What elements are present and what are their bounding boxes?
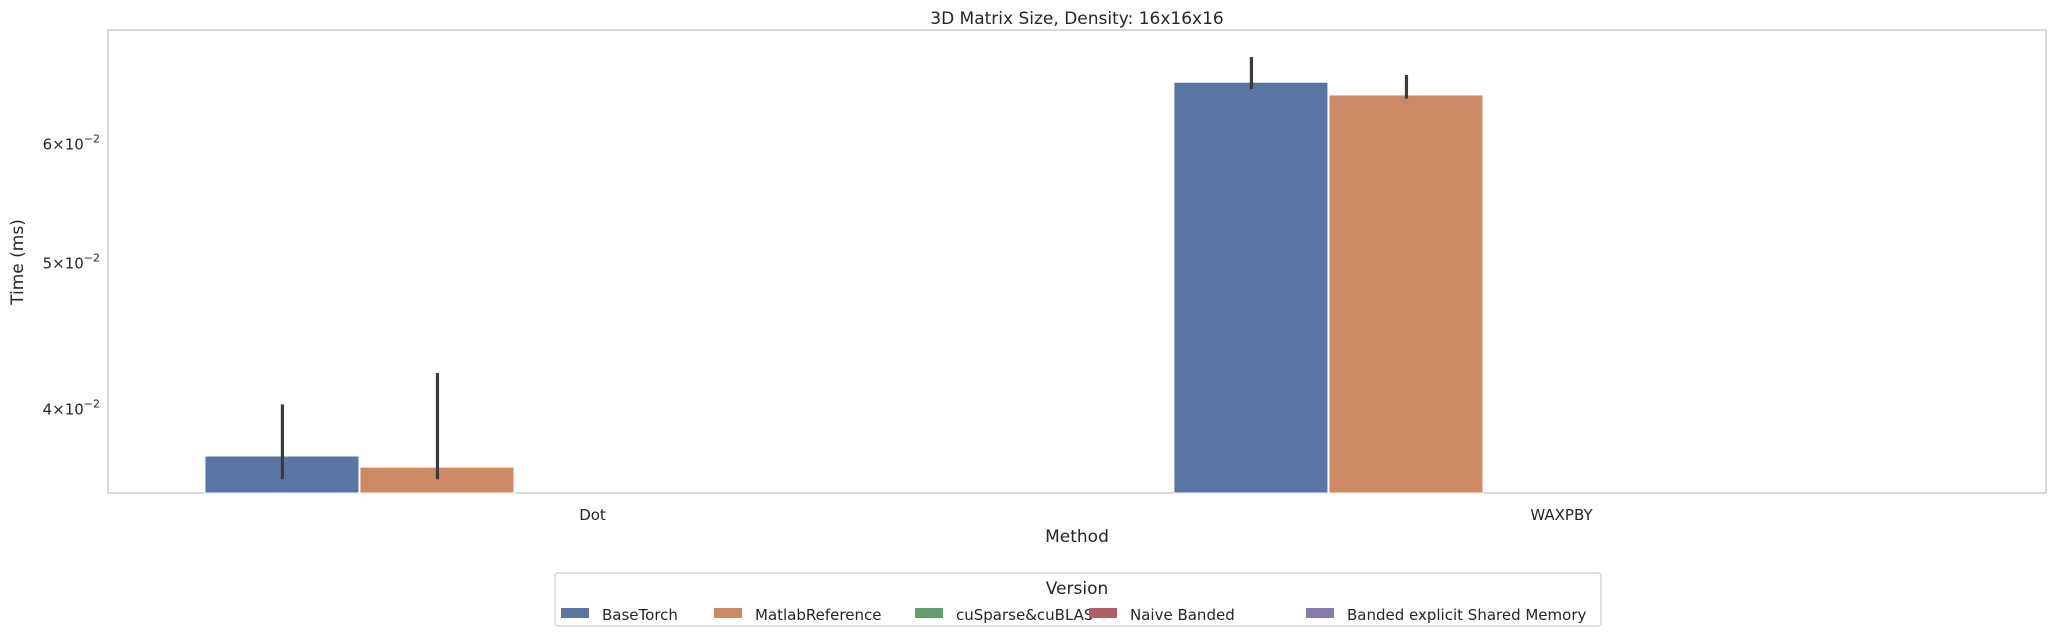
legend-item-matlabreference: MatlabReference <box>714 606 881 624</box>
legend-swatch <box>1089 608 1117 618</box>
y-axis-label: Time (ms) <box>8 219 28 306</box>
legend-swatch <box>915 608 943 618</box>
y-tick-label: 4×10−2 <box>43 397 100 418</box>
error-bars <box>280 57 1409 480</box>
chart-title: 3D Matrix Size, Density: 16x16x16 <box>930 9 1223 29</box>
bars <box>204 81 1484 494</box>
x-tick-label: Dot <box>579 506 606 524</box>
y-axis-ticks: 4×10−2 5×10−2 6×10−2 <box>43 133 100 419</box>
legend-item-banded-explicit-shared-memory: Banded explicit Shared Memory <box>1306 606 1586 624</box>
legend-label: MatlabReference <box>755 606 881 624</box>
bar-matlabreference-waxpby <box>1328 94 1484 494</box>
bar-basetorch-waxpby <box>1173 81 1329 494</box>
legend-item-naive-banded: Naive Banded <box>1089 606 1235 624</box>
legend-items: BaseTorch MatlabReference cuSparse&cuBLAS N… <box>561 606 1586 624</box>
y-tick-label: 5×10−2 <box>43 252 100 273</box>
legend-title: Version <box>1046 579 1109 599</box>
legend-swatch <box>561 608 589 618</box>
legend-swatch <box>714 608 742 618</box>
legend-frame <box>554 572 1602 627</box>
legend-label: BaseTorch <box>602 606 678 624</box>
legend-label: Naive Banded <box>1130 606 1235 624</box>
x-axis-ticks: Dot WAXPBY <box>579 506 1593 524</box>
x-tick-label: WAXPBY <box>1530 506 1593 524</box>
legend-label: Banded explicit Shared Memory <box>1347 606 1586 624</box>
plot-area <box>107 29 2047 494</box>
legend-swatch <box>1306 608 1334 618</box>
y-tick-label: 6×10−2 <box>43 133 100 154</box>
legend: Version BaseTorch MatlabReference cuSparse… <box>554 572 1602 627</box>
legend-label: cuSparse&cuBLAS <box>956 606 1093 624</box>
legend-item-cusparse-cublas: cuSparse&cuBLAS <box>915 606 1093 624</box>
x-axis-label: Method <box>1045 527 1109 547</box>
legend-item-basetorch: BaseTorch <box>561 606 678 624</box>
